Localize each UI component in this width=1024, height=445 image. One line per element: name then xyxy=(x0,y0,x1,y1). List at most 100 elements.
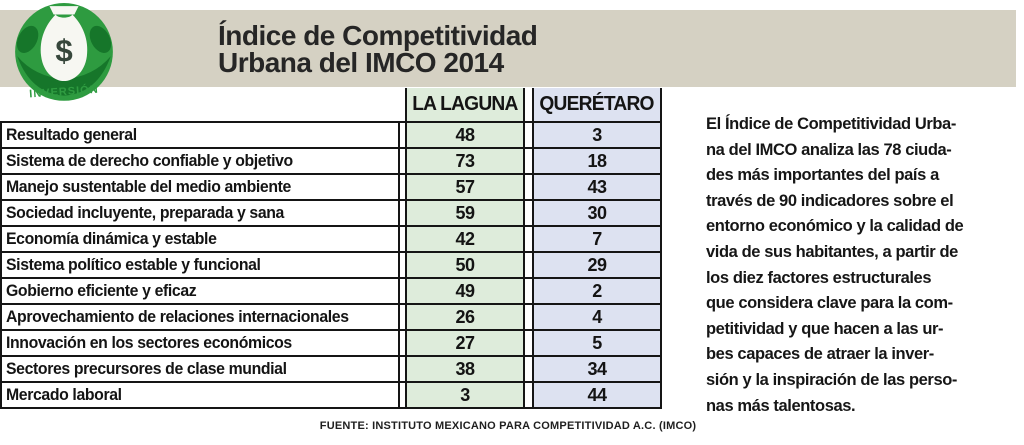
la-laguna-value-cell: 26 xyxy=(405,305,525,329)
description-line: que considera clave para la com- xyxy=(706,294,953,313)
column-gap xyxy=(525,175,532,199)
la-laguna-value-cell: 50 xyxy=(405,253,525,277)
column-gap xyxy=(525,123,532,147)
title-line-2: Urbana del IMCO 2014 xyxy=(218,47,504,78)
row-label: Sectores precursores de clase mundial xyxy=(6,359,287,378)
queretaro-value: 7 xyxy=(592,228,602,249)
queretaro-value: 44 xyxy=(587,384,607,405)
column-gap xyxy=(525,201,532,225)
description-line: bes capaces de atraer la inver- xyxy=(706,345,934,364)
row-label: Sociedad incluyente, preparada y sana xyxy=(6,203,284,222)
svg-text:$: $ xyxy=(55,33,72,68)
la-laguna-value-cell: 27 xyxy=(405,331,525,355)
la-laguna-value: 50 xyxy=(455,254,475,275)
la-laguna-value: 27 xyxy=(455,332,475,353)
queretaro-value: 5 xyxy=(592,332,602,353)
column-gap xyxy=(525,88,532,121)
description-line: petitividad y que hacen a las ur- xyxy=(706,319,944,338)
queretaro-value-cell: 18 xyxy=(532,149,662,173)
description-line: sión y la inspiración de las perso- xyxy=(706,370,957,389)
queretaro-value: 30 xyxy=(587,202,607,223)
la-laguna-value-cell: 48 xyxy=(405,123,525,147)
row-label-cell: Aprovechamiento de relaciones internacio… xyxy=(0,305,400,329)
queretaro-value-cell: 4 xyxy=(532,305,662,329)
column-gap xyxy=(525,227,532,251)
queretaro-value-cell: 29 xyxy=(532,253,662,277)
column-gap xyxy=(525,357,532,381)
row-label: Aprovechamiento de relaciones internacio… xyxy=(6,307,349,326)
column-gap xyxy=(525,253,532,277)
la-laguna-value-cell: 73 xyxy=(405,149,525,173)
queretaro-value-cell: 43 xyxy=(532,175,662,199)
la-laguna-value: 57 xyxy=(455,176,475,197)
description-line: vida de sus habitantes, a partir de xyxy=(706,242,958,261)
queretaro-value-cell: 5 xyxy=(532,331,662,355)
row-label-cell: Resultado general xyxy=(0,123,400,147)
la-laguna-value: 26 xyxy=(455,306,475,327)
queretaro-value: 29 xyxy=(587,254,607,275)
la-laguna-value-cell: 49 xyxy=(405,279,525,303)
queretaro-value: 18 xyxy=(587,150,607,171)
table-header-row: LA LAGUNA QUERÉTARO xyxy=(0,88,662,121)
table-row: Sectores precursores de clase mundial 38 3… xyxy=(0,355,662,381)
table-row: Sistema de derecho confiable y objetivo 7… xyxy=(0,147,662,173)
la-laguna-value-cell: 38 xyxy=(405,357,525,381)
table-row: Aprovechamiento de relaciones internacio… xyxy=(0,303,662,329)
queretaro-value-cell: 7 xyxy=(532,227,662,251)
queretaro-value: 2 xyxy=(592,280,602,301)
title-line-1: Índice de Competitividad xyxy=(218,20,538,51)
row-label: Sistema político estable y funcional xyxy=(6,255,261,274)
money-bag-icon: $ xyxy=(12,2,116,106)
page-title: Índice de Competitividad Urbana del IMCO… xyxy=(218,20,538,78)
row-label-cell: Manejo sustentable del medio ambiente xyxy=(0,175,400,199)
description-line: entorno económico y la calidad de xyxy=(706,217,964,236)
la-laguna-value: 48 xyxy=(455,124,475,145)
row-label-cell: Economía dinámica y estable xyxy=(0,227,400,251)
table-row: Gobierno eficiente y eficaz 49 2 xyxy=(0,277,662,303)
queretaro-value: 4 xyxy=(592,306,602,327)
row-label: Innovación en los sectores económicos xyxy=(6,333,292,352)
header-band xyxy=(0,10,1016,87)
table-row: Sistema político estable y funcional 50 29 xyxy=(0,251,662,277)
column-gap xyxy=(525,383,532,407)
row-label-cell: Innovación en los sectores económicos xyxy=(0,331,400,355)
la-laguna-value: 3 xyxy=(460,384,470,405)
la-laguna-value: 49 xyxy=(455,280,475,301)
la-laguna-value-cell: 42 xyxy=(405,227,525,251)
row-label-cell: Gobierno eficiente y eficaz xyxy=(0,279,400,303)
column-gap xyxy=(525,279,532,303)
queretaro-value: 43 xyxy=(587,176,607,197)
queretaro-value: 3 xyxy=(592,124,602,145)
queretaro-value: 34 xyxy=(587,358,607,379)
la-laguna-value-cell: 3 xyxy=(405,383,525,407)
table-row: Sociedad incluyente, preparada y sana 59 3… xyxy=(0,199,662,225)
row-label: Manejo sustentable del medio ambiente xyxy=(6,177,291,196)
description-line: través de 90 indicadores sobre el xyxy=(706,191,954,210)
row-label-cell: Sistema de derecho confiable y objetivo xyxy=(0,149,400,173)
row-label: Gobierno eficiente y eficaz xyxy=(6,281,197,300)
la-laguna-value-cell: 59 xyxy=(405,201,525,225)
queretaro-value-cell: 2 xyxy=(532,279,662,303)
table-body: Resultado general 48 3 Sistema de derecho c… xyxy=(0,121,668,409)
la-laguna-value: 42 xyxy=(455,228,475,249)
column-gap xyxy=(525,149,532,173)
column-header-label: LA LAGUNA xyxy=(412,93,518,115)
description-line: des más importantes del país a xyxy=(706,166,939,185)
queretaro-value-cell: 44 xyxy=(532,383,662,407)
la-laguna-value: 38 xyxy=(455,358,475,379)
description-line: na del IMCO analiza las 78 ciuda- xyxy=(706,140,952,159)
competitiveness-table: LA LAGUNA QUERÉTARO Resultado general 48 3… xyxy=(0,88,668,409)
source-note: FUENTE: INSTITUTO MEXICANO PARA COMPETIT… xyxy=(319,420,697,432)
table-row: Mercado laboral 3 44 xyxy=(0,381,662,409)
table-row: Innovación en los sectores económicos 27 5 xyxy=(0,329,662,355)
queretaro-value-cell: 34 xyxy=(532,357,662,381)
row-label: Sistema de derecho confiable y objetivo xyxy=(6,151,293,170)
label-column-header xyxy=(0,88,400,121)
description-paragraph: El Índice de Competitividad Urba-na del … xyxy=(706,112,1021,419)
row-label-cell: Sociedad incluyente, preparada y sana xyxy=(0,201,400,225)
row-label: Mercado laboral xyxy=(6,385,122,404)
queretaro-value-cell: 3 xyxy=(532,123,662,147)
column-header-la-laguna: LA LAGUNA xyxy=(405,88,525,121)
row-label: Resultado general xyxy=(6,125,137,144)
table-row: Manejo sustentable del medio ambiente 57 4… xyxy=(0,173,662,199)
